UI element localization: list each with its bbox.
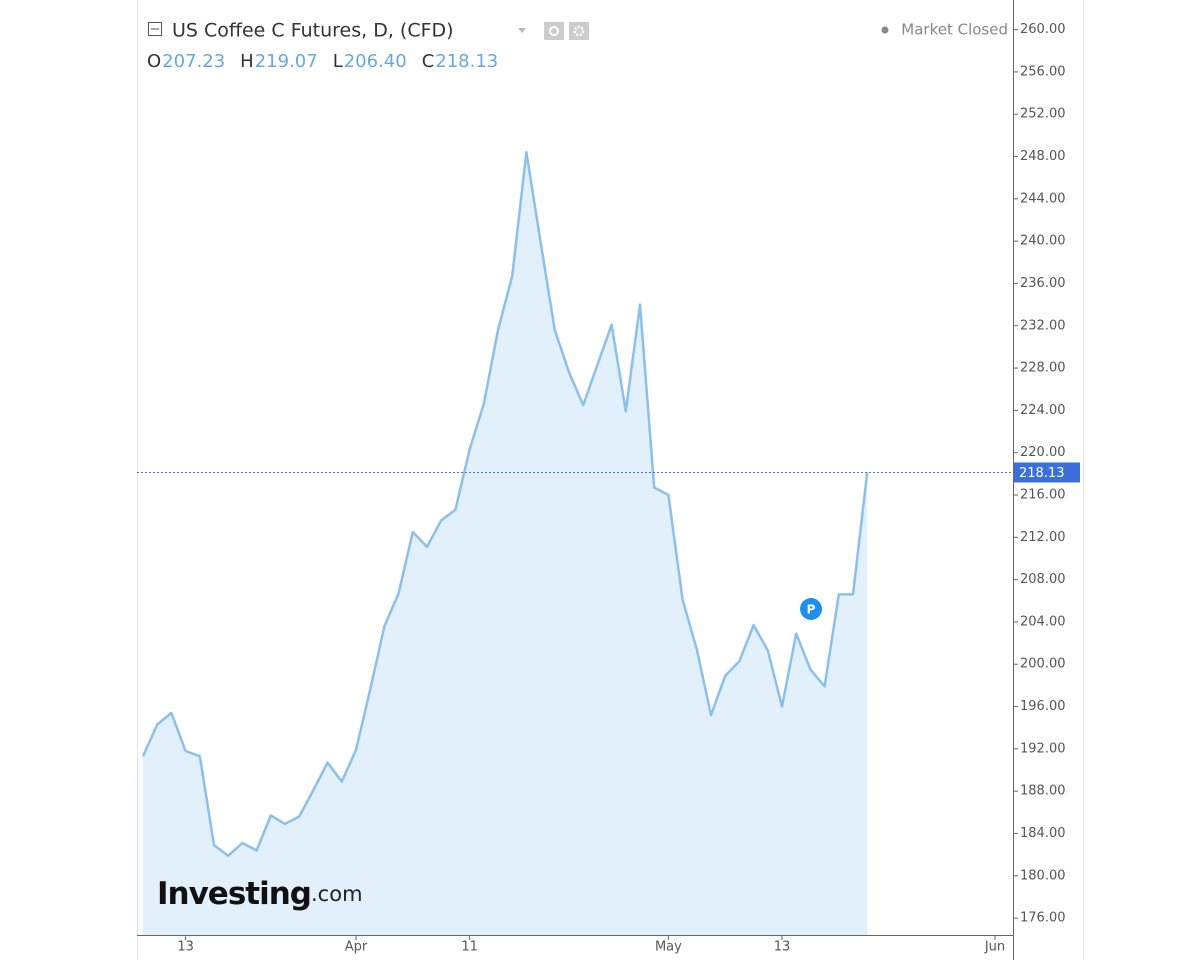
- ohlc-value: 207.23: [162, 51, 225, 72]
- y-tick-label: 192.00: [1020, 741, 1066, 756]
- y-tick-label: 212.00: [1020, 530, 1066, 545]
- logo-brand: Investing: [157, 876, 311, 912]
- status-dot: [881, 26, 889, 34]
- y-tick-label: 260.00: [1020, 22, 1066, 37]
- x-tick-label: 13: [774, 940, 791, 955]
- price-line: [141, 151, 869, 857]
- x-tick-label: May: [655, 940, 682, 955]
- event-marker-label: P: [807, 603, 816, 617]
- x-tick-label: 11: [461, 940, 478, 955]
- y-tick-label: 188.00: [1020, 784, 1066, 799]
- y-tick-label: 176.00: [1020, 911, 1066, 926]
- logo: Investing.com: [157, 876, 363, 912]
- market-status: Market Closed: [901, 21, 1008, 39]
- y-tick-label: 256.00: [1020, 64, 1066, 79]
- y-tick-label: 220.00: [1020, 445, 1066, 460]
- y-tick-label: 232.00: [1020, 318, 1066, 333]
- ohlc-value: 206.40: [344, 51, 407, 72]
- x-tick-label: Jun: [984, 940, 1005, 955]
- plot-area: [137, 151, 1013, 936]
- y-tick-label: 248.00: [1020, 149, 1066, 164]
- settings-icon: [573, 25, 585, 37]
- y-tick-label: 180.00: [1020, 868, 1066, 883]
- y-tick-label: 224.00: [1020, 403, 1066, 418]
- collapse-icon[interactable]: [148, 22, 162, 36]
- event-marker: [800, 598, 822, 620]
- last-price-box: [1014, 462, 1080, 483]
- ohlc-value: 218.13: [435, 51, 498, 72]
- y-tick-label: 252.00: [1020, 107, 1066, 122]
- visibility-icon[interactable]: [544, 22, 564, 40]
- dropdown-icon[interactable]: [518, 28, 526, 33]
- x-tick-label: 13: [177, 940, 194, 955]
- y-tick-label: 184.00: [1020, 826, 1066, 841]
- y-tick-label: 240.00: [1020, 234, 1066, 249]
- chart-title: US Coffee C Futures, D, (CFD): [172, 20, 454, 42]
- y-tick-label: 216.00: [1020, 488, 1066, 503]
- y-tick-label: 208.00: [1020, 572, 1066, 587]
- x-tick-label: Apr: [345, 940, 368, 955]
- ohlc-value: 219.07: [255, 51, 318, 72]
- y-tick-label: 244.00: [1020, 191, 1066, 206]
- ohlc-key: O: [147, 51, 161, 72]
- y-tick-label: 200.00: [1020, 657, 1066, 672]
- ohlc-key: L: [333, 51, 343, 72]
- area-fill: [143, 152, 868, 936]
- last-price-label: 218.13: [1019, 466, 1065, 481]
- y-tick-label: 236.00: [1020, 276, 1066, 291]
- ohlc-key: H: [240, 51, 254, 72]
- y-tick-label: 196.00: [1020, 699, 1066, 714]
- y-tick-label: 204.00: [1020, 614, 1066, 629]
- ohlc-legend: O 207.23 H 219.07 L 206.40 C 218.13: [147, 51, 498, 72]
- settings-icon[interactable]: [569, 22, 589, 40]
- y-tick-label: 228.00: [1020, 361, 1066, 376]
- ohlc-key: C: [422, 51, 435, 72]
- logo-suffix: .com: [311, 882, 363, 906]
- visibility-icon: [549, 26, 559, 36]
